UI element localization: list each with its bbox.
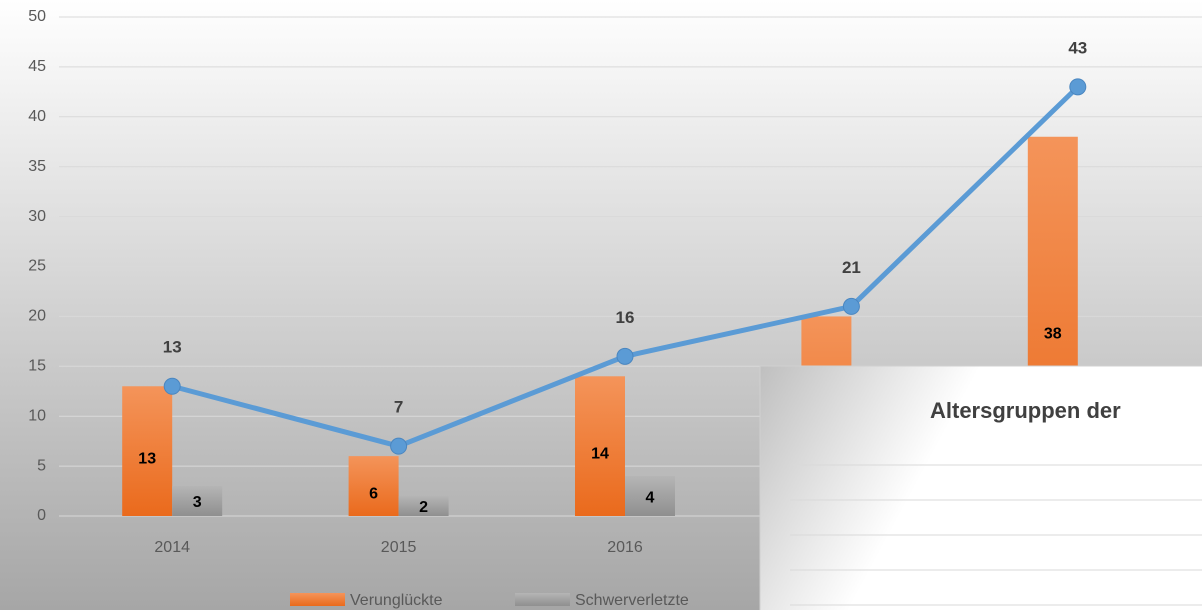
bar [348, 456, 399, 516]
plot: 0510152025303540455020142015201613614203… [28, 8, 1202, 609]
overlay-panel: Altersgruppen der [759, 365, 1202, 610]
x-tick-label: 2015 [381, 539, 417, 556]
bar [172, 486, 223, 516]
bar-label: 13 [138, 450, 156, 467]
y-tick-label: 20 [28, 308, 46, 325]
line-label: 7 [394, 398, 403, 417]
line-label: 43 [1068, 38, 1087, 57]
legend-label: Schwerverletzte [575, 592, 689, 609]
y-tick-label: 45 [28, 58, 46, 75]
line-point [163, 377, 181, 395]
bar [625, 476, 675, 516]
bar-label: 4 [646, 489, 655, 506]
bar [575, 376, 625, 516]
panel-background [759, 365, 1202, 610]
y-tick-label: 30 [28, 208, 46, 225]
y-tick-label: 10 [28, 407, 46, 424]
y-tick-label: 15 [28, 358, 46, 375]
y-tick-label: 5 [37, 457, 46, 474]
bar-label: 38 [1044, 326, 1062, 343]
legend-label: Verunglückte [350, 592, 443, 609]
panel-title: Altersgruppen der [930, 398, 1121, 423]
line-label: 16 [616, 308, 635, 327]
x-tick-label: 2014 [154, 539, 190, 556]
line-point [842, 297, 860, 315]
line-point [390, 437, 408, 455]
y-tick-label: 50 [28, 8, 46, 25]
bar [122, 386, 173, 516]
y-tick-label: 0 [37, 507, 46, 524]
bar-label: 14 [591, 445, 609, 462]
legend-swatch [290, 593, 345, 606]
x-tick-label: 2016 [607, 539, 643, 556]
line-label: 21 [842, 258, 861, 277]
line-label: 13 [163, 338, 182, 357]
y-tick-label: 40 [28, 108, 46, 125]
y-tick-label: 35 [28, 158, 46, 175]
line-point [616, 347, 634, 365]
bar-label: 3 [193, 494, 202, 511]
y-tick-label: 25 [28, 258, 46, 275]
bar [398, 496, 449, 516]
bar-label: 2 [419, 499, 428, 516]
legend-swatch [515, 593, 570, 606]
bar-label: 6 [369, 485, 378, 502]
line-point [1069, 78, 1087, 96]
